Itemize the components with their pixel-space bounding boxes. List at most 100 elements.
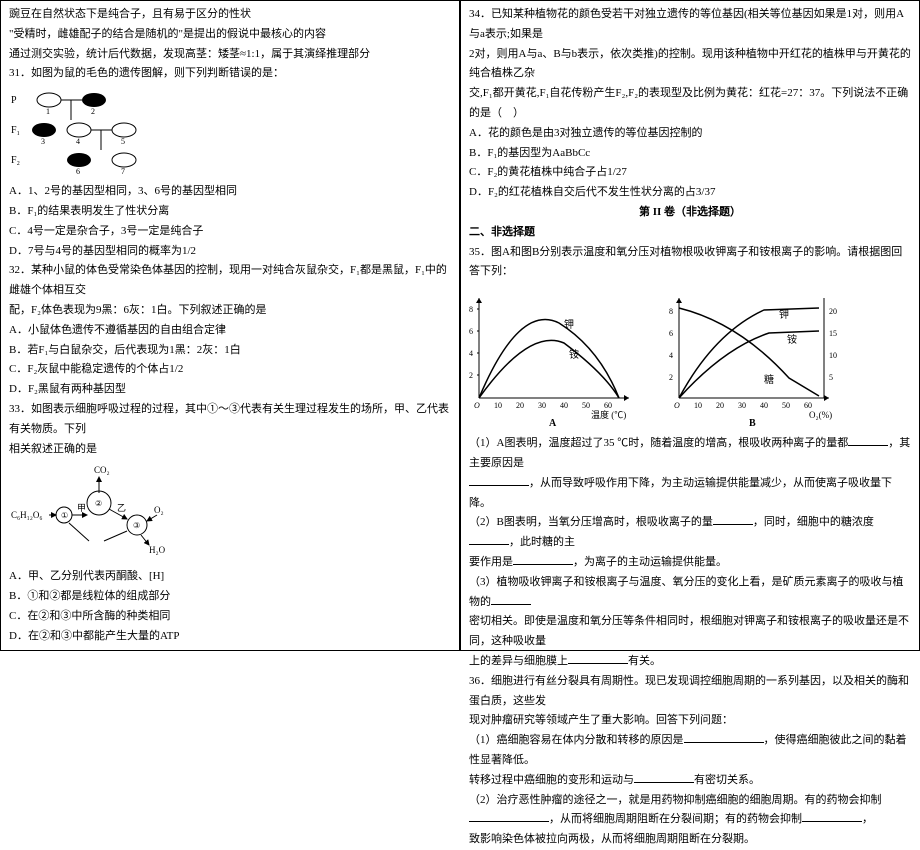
svg-text:C₆H₁₂O₆: C₆H₁₂O₆ — [11, 510, 43, 520]
q33-c: C．在②和③中所含酶的种类相同 — [9, 607, 451, 627]
svg-text:铵: 铵 — [787, 333, 797, 346]
svg-text:5: 5 — [829, 373, 833, 382]
q36-1b: 转移过程中癌细胞的变形和运动与 有密切关系。 — [469, 771, 911, 791]
svg-text:20: 20 — [516, 401, 524, 410]
blank — [568, 652, 628, 664]
svg-text:50: 50 — [582, 401, 590, 410]
svg-text:O₂: O₂ — [154, 505, 164, 515]
svg-text:4: 4 — [669, 351, 673, 360]
label-f2: F₂ — [11, 155, 20, 166]
svg-text:15: 15 — [829, 329, 837, 338]
q36-2d: 致影响染色体被拉向两极，从而将细胞周期阻断在分裂期。 — [469, 830, 911, 850]
svg-text:40: 40 — [560, 401, 568, 410]
q34-b: B．F₁的基因型为AaBbCc — [469, 144, 911, 164]
svg-text:2: 2 — [469, 371, 473, 380]
svg-text:7: 7 — [121, 167, 125, 176]
svg-text:CO₂: CO₂ — [94, 465, 110, 475]
svg-text:H₂O: H₂O — [149, 545, 166, 555]
q35-3: （3）植物吸收钾离子和铵根离子与温度、氧分压的变化上看，是矿质元素离子的吸收与植… — [469, 573, 911, 613]
blank — [469, 533, 509, 545]
section-2-title: 二、非选择题 — [469, 223, 911, 243]
blank — [684, 731, 764, 743]
right-column: 34．已知某种植物花的颜色受若干对独立遗传的等位基因(相关等位基因如果是1对，则… — [460, 0, 920, 651]
q34-d: D．F₂的红花植株自交后代不发生性状分离的占3/37 — [469, 183, 911, 203]
chart-b: 24 68 510 1520 O 1020 3040 5060 O₂(%) 钾 … — [669, 288, 849, 428]
q32-stem1: 32．某种小鼠的体色受常染色体基因的控制，现用一对纯合灰鼠杂交，F₁都是黑鼠，F… — [9, 261, 451, 301]
q33-b: B．①和②都是线粒体的组成部分 — [9, 587, 451, 607]
blank — [491, 593, 531, 605]
svg-text:B: B — [749, 418, 756, 428]
svg-text:6: 6 — [669, 329, 673, 338]
svg-text:温度 (℃): 温度 (℃) — [591, 409, 626, 420]
charts-row: 2 4 6 8 O 10 20 30 40 50 60 温度 (℃) 钾 铵 A — [469, 288, 911, 428]
q33-stem1: 33．如图表示细胞呼吸过程的过程，其中①～③代表有关生理过程发生的场所，甲、乙代… — [9, 400, 451, 440]
svg-text:5: 5 — [121, 137, 125, 146]
t: 有关。 — [628, 655, 661, 667]
svg-text:30: 30 — [538, 401, 546, 410]
q34-l1: 34．已知某种植物花的颜色受若干对独立遗传的等位基因(相关等位基因如果是1对，则… — [469, 5, 911, 45]
svg-text:钾: 钾 — [564, 318, 574, 331]
t: ，为离子的主动运输提供能量。 — [573, 556, 727, 568]
q33-stem2: 相关叙述正确的是 — [9, 440, 451, 460]
svg-text:甲: 甲 — [77, 503, 86, 513]
svg-text:4: 4 — [469, 349, 473, 358]
svg-text:20: 20 — [829, 307, 837, 316]
chart-a: 2 4 6 8 O 1020 3040 5060 温度 (℃) 钾 铵 A — [469, 288, 649, 428]
blank — [513, 553, 573, 565]
svg-text:乙: 乙 — [117, 503, 126, 513]
svg-text:10: 10 — [829, 351, 837, 360]
blank — [469, 810, 549, 822]
svg-text:③: ③ — [133, 521, 140, 530]
mice-pedigree-figure: P 1 2 F₁ 3 4 5 F₂ 6 7 — [9, 88, 451, 178]
t: 转移过程中癌细胞的变形和运动与 — [469, 774, 634, 786]
opt-d: 通过测交实验，统计后代数据，发现高茎：矮茎≈1:1，属于其演绎推理部分 — [9, 45, 451, 65]
q32-b: B．若F₁与白鼠杂交，后代表现为1黑：2灰：1白 — [9, 341, 451, 361]
q36-l2: 现对肿瘤研究等领域产生了重大影响。回答下列问题： — [469, 711, 911, 731]
q33-a: A．甲、乙分别代表丙酮酸、[H] — [9, 567, 451, 587]
t: （1）癌细胞容易在体内分散和转移的原因是 — [469, 734, 684, 746]
q31-c: C．4号一定是杂合子，3号一定是纯合子 — [9, 222, 451, 242]
svg-text:10: 10 — [494, 401, 502, 410]
q35-2b: 要作用是 ，为离子的主动运输提供能量。 — [469, 553, 911, 573]
svg-text:①: ① — [61, 511, 68, 520]
q33-d: D．在②和③中都能产生大量的ATP — [9, 627, 451, 647]
q35-stem: 35．图A和图B分别表示温度和氧分压对植物根吸收钾离子和铵根离子的影响。请根据图… — [469, 243, 911, 283]
svg-text:A: A — [549, 418, 557, 428]
q36-2b: ，从而将细胞周期阻断在分裂间期；有的药物会抑制， — [469, 810, 911, 830]
svg-text:6: 6 — [469, 327, 473, 336]
svg-text:糖: 糖 — [764, 373, 774, 386]
q32-d: D．F₂黑鼠有两种基因型 — [9, 380, 451, 400]
svg-text:8: 8 — [469, 305, 473, 314]
q31-d: D．7号与4号的基因型相同的概率为1/2 — [9, 242, 451, 262]
blank — [713, 513, 753, 525]
t: 上的差异与细胞膜上 — [469, 655, 568, 667]
svg-text:50: 50 — [782, 401, 790, 410]
opt-b: 豌豆在自然状态下是纯合子，且有易于区分的性状 — [9, 5, 451, 25]
t: ，从而导致呼吸作用下降，为主动运输提供能量减少，从而使离子吸收量下降。 — [469, 477, 892, 509]
q35-1c: ，从而导致呼吸作用下降，为主动运输提供能量减少，从而使离子吸收量下降。 — [469, 474, 911, 514]
svg-text:30: 30 — [738, 401, 746, 410]
q34-l3: 交,F₁都开黄花,F₁自花传粉产生F₂,F₂的表现型及比例为黄花：红花=27：3… — [469, 84, 911, 124]
t: ，此时糖的主 — [509, 536, 575, 548]
svg-text:O: O — [674, 401, 680, 410]
q32-a: A．小鼠体色遗传不遵循基因的自由组合定律 — [9, 321, 451, 341]
t: 要作用是 — [469, 556, 513, 568]
blank — [469, 474, 529, 486]
svg-text:②: ② — [95, 499, 102, 508]
svg-text:3: 3 — [41, 137, 45, 146]
svg-text:8: 8 — [669, 307, 673, 316]
respiration-pathway-figure: CO₂ C₆H₁₂O₆ ① 甲 ② 乙 ③ O₂ H₂O — [9, 463, 451, 563]
t: （3）植物吸收钾离子和铵根离子与温度、氧分压的变化上看，是矿质元素离子的吸收与植… — [469, 576, 904, 608]
svg-text:O: O — [474, 401, 480, 410]
q32-c: C．F₂灰鼠中能稳定遗传的个体占1/2 — [9, 360, 451, 380]
q36-1: （1）癌细胞容易在体内分散和转移的原因是，使得癌细胞彼此之间的黏着性显著降低。 — [469, 731, 911, 771]
q34-a: A．花的颜色是由3对独立遗传的等位基因控制的 — [469, 124, 911, 144]
svg-text:钾: 钾 — [779, 308, 789, 321]
q34-c: C．F₂的黄花植株中纯合子占1/27 — [469, 163, 911, 183]
svg-text:2: 2 — [91, 107, 95, 116]
t: ，同时，细胞中的糖浓度 — [753, 516, 874, 528]
q36-2: （2）治疗恶性肿瘤的途径之一，就是用药物抑制癌细胞的细胞周期。有的药物会抑制 — [469, 791, 911, 811]
t: 有密切关系。 — [694, 774, 760, 786]
svg-text:40: 40 — [760, 401, 768, 410]
svg-text:60: 60 — [804, 401, 812, 410]
